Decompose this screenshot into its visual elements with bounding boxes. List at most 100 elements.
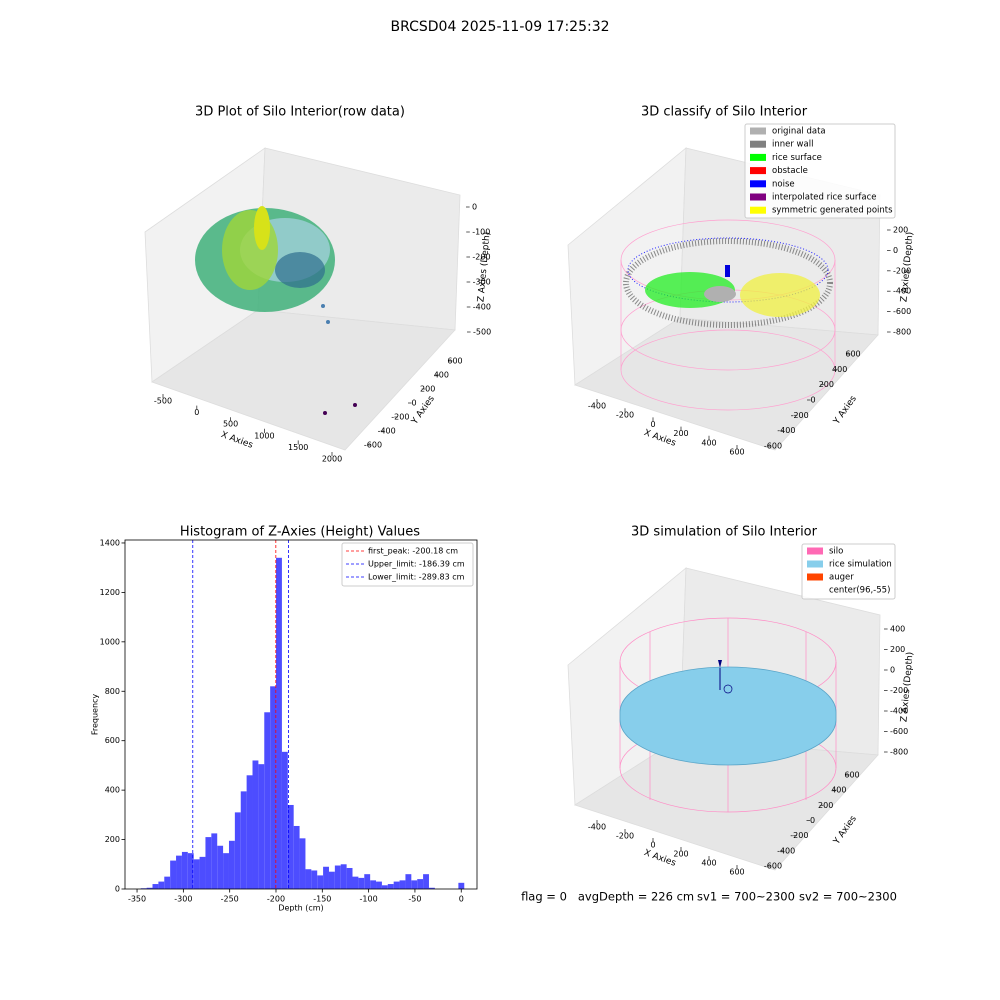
bar <box>223 853 229 889</box>
bar <box>346 867 353 889</box>
bar <box>311 870 318 889</box>
bar <box>193 859 200 889</box>
y-tick-label: -200 <box>791 411 809 420</box>
bar <box>211 833 218 889</box>
bar <box>252 760 259 889</box>
bar <box>228 840 235 889</box>
x-tick-label: 600 <box>729 868 744 877</box>
x-tick-label: -200 <box>616 832 634 841</box>
y-tick-label: 600 <box>844 771 859 780</box>
y-axis-label: Frequency <box>91 694 100 736</box>
bar <box>417 879 424 889</box>
legend-box <box>744 123 896 219</box>
bar <box>240 791 247 889</box>
legend-label: rice surface <box>772 153 822 163</box>
x-tick-label: -350 <box>128 895 146 904</box>
y-axis-label: Y Axies <box>831 394 859 427</box>
status-text: avgDepth = 226 cm <box>578 890 694 904</box>
legend-box <box>341 542 474 587</box>
axes-frame <box>124 539 478 890</box>
y-tick-label: 200 <box>818 801 833 810</box>
legend-swatch <box>750 153 766 161</box>
bar <box>458 882 465 889</box>
z-tick-label: -500 <box>473 328 491 337</box>
bar <box>323 866 329 889</box>
y-tick-label: 200 <box>819 380 834 389</box>
y-tick-label: 1200 <box>100 588 120 597</box>
z-tick-label: 200 <box>893 226 908 235</box>
y-tick-label: 400 <box>831 786 846 795</box>
z-tick-label: -600 <box>893 307 911 316</box>
legend-label: center(96,-55) <box>829 586 890 596</box>
bar <box>370 880 377 889</box>
legend-label: rice simulation <box>829 560 892 570</box>
x-axis-label: X Axies <box>642 848 677 869</box>
x-tick-label: 500 <box>223 420 238 429</box>
z-tick-label: -200 <box>893 266 911 275</box>
bar <box>246 775 253 889</box>
rice-surface <box>619 660 837 766</box>
y-tick-label: 0 <box>115 885 120 894</box>
y-tick-label: 600 <box>845 350 860 359</box>
x-tick-label: 1000 <box>254 431 274 440</box>
z-tick-label: 0 <box>893 246 898 255</box>
z-axis-label: Z Axies (Depth) <box>899 231 915 302</box>
legend-label: interpolated rice surface <box>772 193 877 203</box>
x-tick-label: -300 <box>174 895 192 904</box>
y-tick-label: 400 <box>832 365 847 374</box>
legend-label: first_peak: -200.18 cm <box>368 547 458 556</box>
legend-swatch <box>750 193 766 201</box>
legend-label: auger <box>829 573 854 583</box>
y-tick-label: -200 <box>391 413 409 422</box>
bar <box>281 751 288 889</box>
x-axis-label: Depth (cm) <box>278 904 323 913</box>
x-tick-label: -500 <box>154 397 172 406</box>
y-tick-label: 800 <box>105 687 120 696</box>
bar <box>234 812 241 889</box>
x-tick-label: 0 <box>194 408 199 417</box>
bar <box>276 557 282 889</box>
z-tick-label: -300 <box>473 278 491 287</box>
bar <box>381 885 388 889</box>
legend-label: silo <box>829 547 843 557</box>
z-tick-label: 0 <box>472 203 477 212</box>
legend-label: noise <box>772 179 795 189</box>
z-tick-label: -200 <box>890 686 908 695</box>
y-tick-label: 1000 <box>100 637 120 646</box>
y-tick-label: 600 <box>105 736 120 745</box>
bar <box>364 874 371 889</box>
bar <box>264 712 271 889</box>
bar <box>152 884 159 889</box>
y-tick-label: -600 <box>364 441 382 450</box>
y-tick-label: -400 <box>777 426 795 435</box>
panel-title: 3D Plot of Silo Interior(row data) <box>195 105 405 120</box>
panel-title: 3D classify of Silo Interior <box>641 105 808 120</box>
bar <box>199 856 206 889</box>
z-tick-label: 200 <box>890 645 905 654</box>
z-tick-label: -400 <box>473 303 491 312</box>
bar <box>176 855 182 889</box>
x-tick-label: -50 <box>408 895 421 904</box>
bar <box>358 877 365 889</box>
bar <box>158 881 165 889</box>
x-tick-label: 200 <box>673 850 688 859</box>
y-tick-label: -600 <box>764 862 782 871</box>
z-axis-label: Z Axies (Depth) <box>899 651 915 722</box>
x-tick-label: -250 <box>221 895 239 904</box>
legend-label: inner wall <box>772 140 813 150</box>
legend-swatch <box>807 586 823 594</box>
legend-swatch <box>750 127 766 135</box>
x-tick-label: 400 <box>701 859 716 868</box>
x-tick-label: -400 <box>588 402 606 411</box>
legend-swatch <box>807 560 823 568</box>
bar <box>299 838 306 889</box>
x-tick-label: 400 <box>701 438 716 447</box>
bar <box>428 887 435 889</box>
legend-label: symmetric generated points <box>772 206 893 216</box>
y-tick-label: -200 <box>790 831 808 840</box>
bar <box>181 851 188 889</box>
bar <box>393 881 400 889</box>
z-tick-label: 0 <box>890 666 895 675</box>
y-axis-label: Y Axies <box>831 814 859 847</box>
